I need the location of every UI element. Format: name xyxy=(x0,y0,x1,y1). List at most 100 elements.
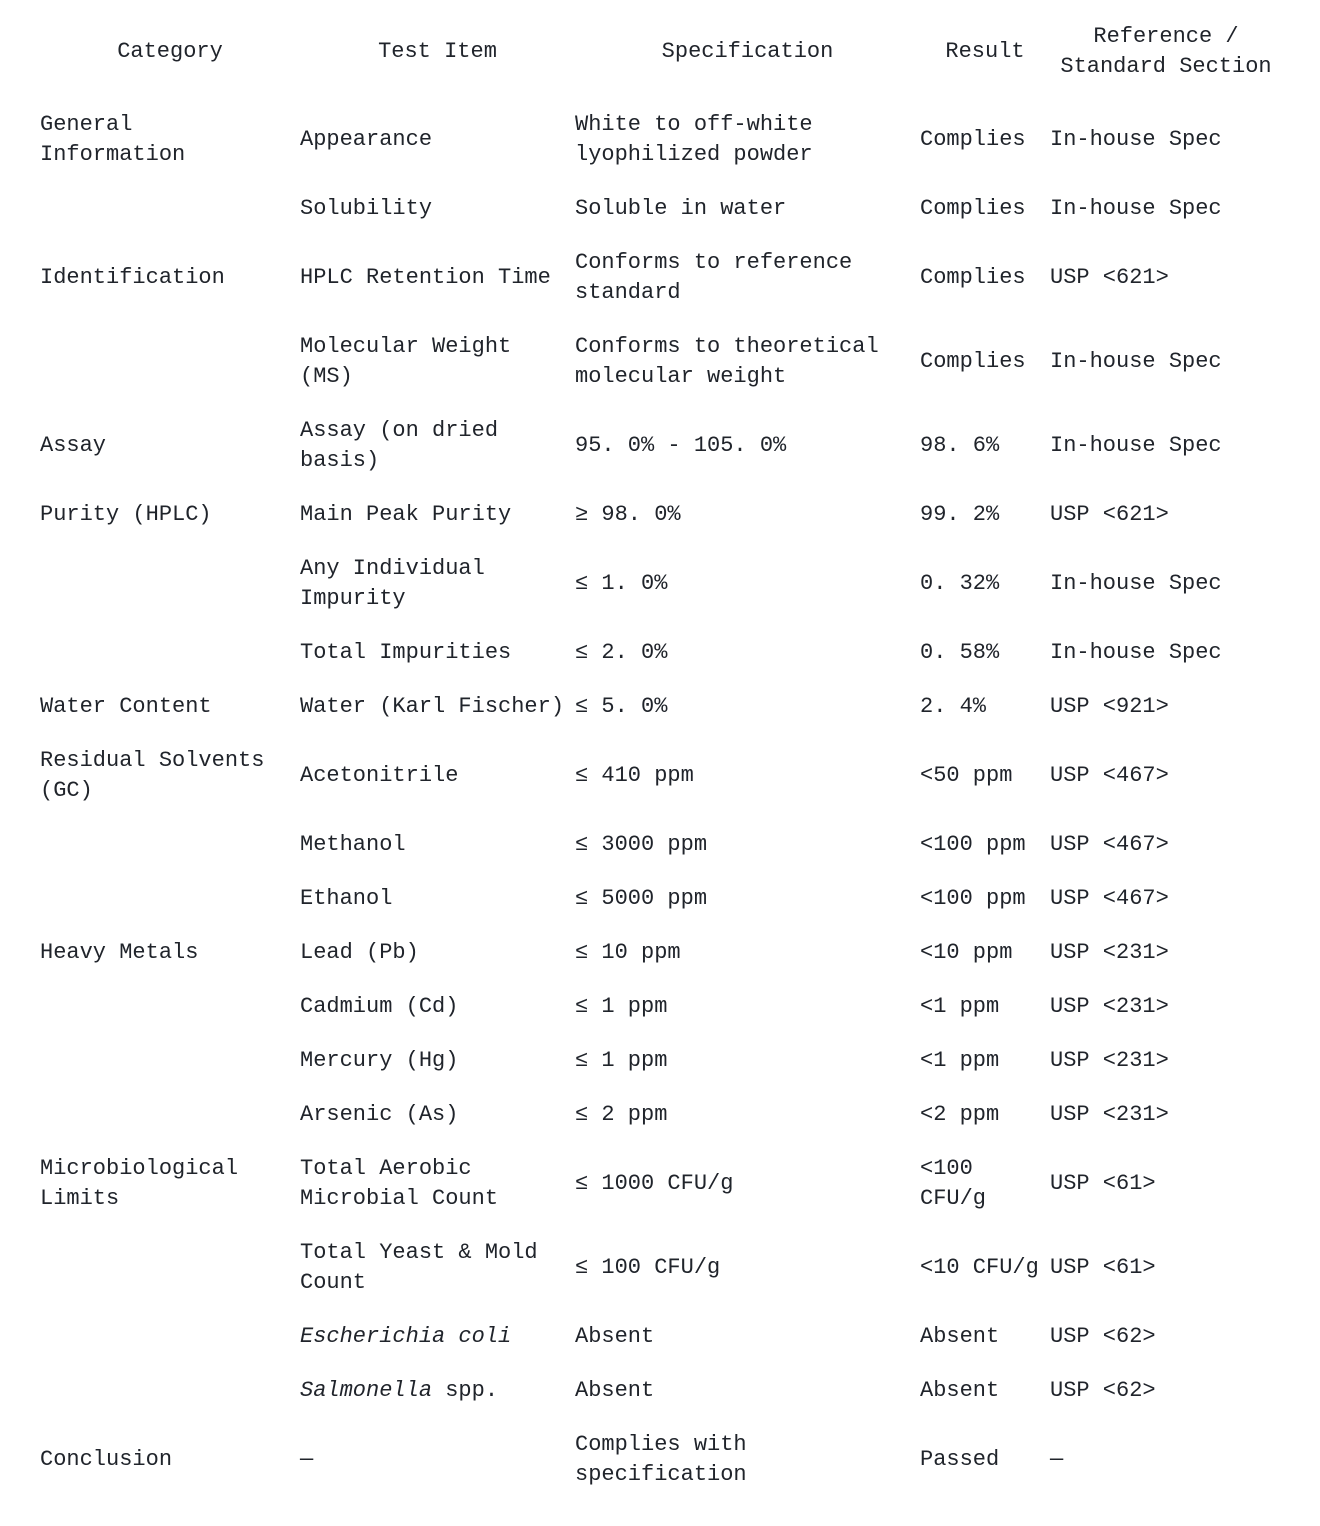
table-row: Any Individual Impurity ≤ 1. 0% 0. 32% In-h… xyxy=(40,542,1304,626)
table-row: Ethanol ≤ 5000 ppm <100 ppm USP <467> xyxy=(40,872,1304,926)
specification-cell: ≤ 10 ppm xyxy=(575,940,681,965)
result-cell: Complies xyxy=(920,196,1026,221)
specification-cell: ≤ 100 CFU/g xyxy=(575,1255,721,1280)
reference-cell: USP <921> xyxy=(1050,694,1169,719)
result-cell: Absent xyxy=(920,1378,1000,1403)
test-item-cell: Total Yeast & Mold Count xyxy=(300,1240,538,1295)
table-body: General Information Appearance White to of… xyxy=(40,98,1304,1502)
specification-cell: Conforms to theoretical molecular weight xyxy=(575,334,879,389)
coa-table: Category Test Item Specification Result … xyxy=(40,18,1304,1502)
test-item-cell: Appearance xyxy=(300,127,433,152)
test-item-cell: Mercury (Hg) xyxy=(300,1048,459,1073)
specification-cell: ≤ 1. 0% xyxy=(575,571,668,596)
specification-cell: ≤ 5. 0% xyxy=(575,694,668,719)
category-cell: Identification xyxy=(40,265,225,290)
reference-cell: USP <231> xyxy=(1050,994,1169,1019)
result-cell: <10 CFU/g xyxy=(920,1255,1039,1280)
reference-cell: USP <61> xyxy=(1050,1171,1156,1196)
category-cell: Heavy Metals xyxy=(40,940,199,965)
table-row: Identification HPLC Retention Time Conform… xyxy=(40,236,1304,320)
specification-cell: ≤ 410 ppm xyxy=(575,763,694,788)
reference-cell: USP <621> xyxy=(1050,265,1169,290)
specification-cell: Absent xyxy=(575,1324,655,1349)
result-cell: <50 ppm xyxy=(920,763,1013,788)
result-cell: Complies xyxy=(920,127,1026,152)
result-cell: <1 ppm xyxy=(920,1048,1000,1073)
category-cell: Purity (HPLC) xyxy=(40,502,212,527)
reference-cell: In-house Spec xyxy=(1050,640,1222,665)
reference-cell: USP <231> xyxy=(1050,940,1169,965)
test-item-cell: Cadmium (Cd) xyxy=(300,994,459,1019)
table-row: Solubility Soluble in water Complies In-hou… xyxy=(40,182,1304,236)
reference-cell: In-house Spec xyxy=(1050,349,1222,374)
test-item-cell: — xyxy=(300,1447,314,1472)
test-item-cell: Main Peak Purity xyxy=(300,502,512,527)
result-cell: 98. 6% xyxy=(920,433,1000,458)
test-item-cell: Any Individual Impurity xyxy=(300,556,485,611)
reference-cell: USP <467> xyxy=(1050,886,1169,911)
test-item-cell: Water (Karl Fischer) xyxy=(300,694,565,719)
reference-cell: USP <231> xyxy=(1050,1102,1169,1127)
table-row: Mercury (Hg) ≤ 1 ppm <1 ppm USP <231> xyxy=(40,1034,1304,1088)
specification-cell: ≤ 5000 ppm xyxy=(575,886,708,911)
result-cell: 0. 32% xyxy=(920,571,1000,596)
test-item-cell: Arsenic (As) xyxy=(300,1102,459,1127)
specification-cell: ≥ 98. 0% xyxy=(575,502,681,527)
reference-cell: In-house Spec xyxy=(1050,571,1222,596)
specification-cell: Absent xyxy=(575,1378,655,1403)
test-item-cell: Lead (Pb) xyxy=(300,940,419,965)
header-result: Result xyxy=(945,39,1025,64)
reference-cell: USP <621> xyxy=(1050,502,1169,527)
result-cell: Complies xyxy=(920,265,1026,290)
test-item-cell: Escherichia coli xyxy=(300,1324,512,1349)
specification-cell: White to off-white lyophilized powder xyxy=(575,112,813,167)
test-item-cell: Assay (on dried basis) xyxy=(300,418,499,473)
specification-cell: ≤ 3000 ppm xyxy=(575,832,708,857)
test-item-cell: Solubility xyxy=(300,196,433,221)
header-category: Category xyxy=(117,39,223,64)
header-test-item: Test Item xyxy=(378,39,497,64)
test-item-cell: Molecular Weight (MS) xyxy=(300,334,512,389)
category-cell: Assay xyxy=(40,433,107,458)
result-cell: Complies xyxy=(920,349,1026,374)
table-row: Heavy Metals Lead (Pb) ≤ 10 ppm <10 ppm USP … xyxy=(40,926,1304,980)
header-specification: Specification xyxy=(661,39,834,64)
test-item-cell: Methanol xyxy=(300,832,406,857)
specification-cell: ≤ 1 ppm xyxy=(575,994,668,1019)
result-cell: <10 ppm xyxy=(920,940,1013,965)
header-reference: Reference / Standard Section xyxy=(1060,24,1272,79)
category-cell: General Information xyxy=(40,112,186,167)
table-row: Cadmium (Cd) ≤ 1 ppm <1 ppm USP <231> xyxy=(40,980,1304,1034)
result-cell: <100 ppm xyxy=(920,832,1026,857)
table-row: Conclusion — Complies with specification Pa… xyxy=(40,1418,1304,1502)
category-cell: Residual Solvents (GC) xyxy=(40,748,265,803)
specification-cell: Complies with specification xyxy=(575,1432,747,1487)
category-cell: Microbiological Limits xyxy=(40,1156,239,1211)
specification-cell: ≤ 1000 CFU/g xyxy=(575,1171,734,1196)
test-item-cell: HPLC Retention Time xyxy=(300,265,551,290)
result-cell: Absent xyxy=(920,1324,1000,1349)
specification-cell: ≤ 2. 0% xyxy=(575,640,668,665)
test-item-cell: Ethanol xyxy=(300,886,393,911)
table-row: Total Impurities ≤ 2. 0% 0. 58% In-house Sp… xyxy=(40,626,1304,680)
result-cell: 99. 2% xyxy=(920,502,1000,527)
reference-cell: USP <467> xyxy=(1050,763,1169,788)
reference-cell: USP <62> xyxy=(1050,1378,1156,1403)
test-item-cell: Salmonella spp. xyxy=(300,1378,499,1403)
result-cell: <100 CFU/g xyxy=(920,1156,987,1211)
table-row: Escherichia coli Absent Absent USP <62> xyxy=(40,1310,1304,1364)
table-row: Microbiological Limits Total Aerobic Micr… xyxy=(40,1142,1304,1226)
table-row: Purity (HPLC) Main Peak Purity ≥ 98. 0% 99.… xyxy=(40,488,1304,542)
specification-cell: ≤ 2 ppm xyxy=(575,1102,668,1127)
result-cell: <2 ppm xyxy=(920,1102,1000,1127)
category-cell: Water Content xyxy=(40,694,212,719)
test-item-cell: Total Aerobic Microbial Count xyxy=(300,1156,499,1211)
test-item-cell: Total Impurities xyxy=(300,640,512,665)
reference-cell: USP <61> xyxy=(1050,1255,1156,1280)
test-item-cell: Acetonitrile xyxy=(300,763,459,788)
table-row: General Information Appearance White to of… xyxy=(40,98,1304,182)
result-cell: Passed xyxy=(920,1447,1000,1472)
specification-cell: Soluble in water xyxy=(575,196,787,221)
table-row: Total Yeast & Mold Count ≤ 100 CFU/g <10 C… xyxy=(40,1226,1304,1310)
